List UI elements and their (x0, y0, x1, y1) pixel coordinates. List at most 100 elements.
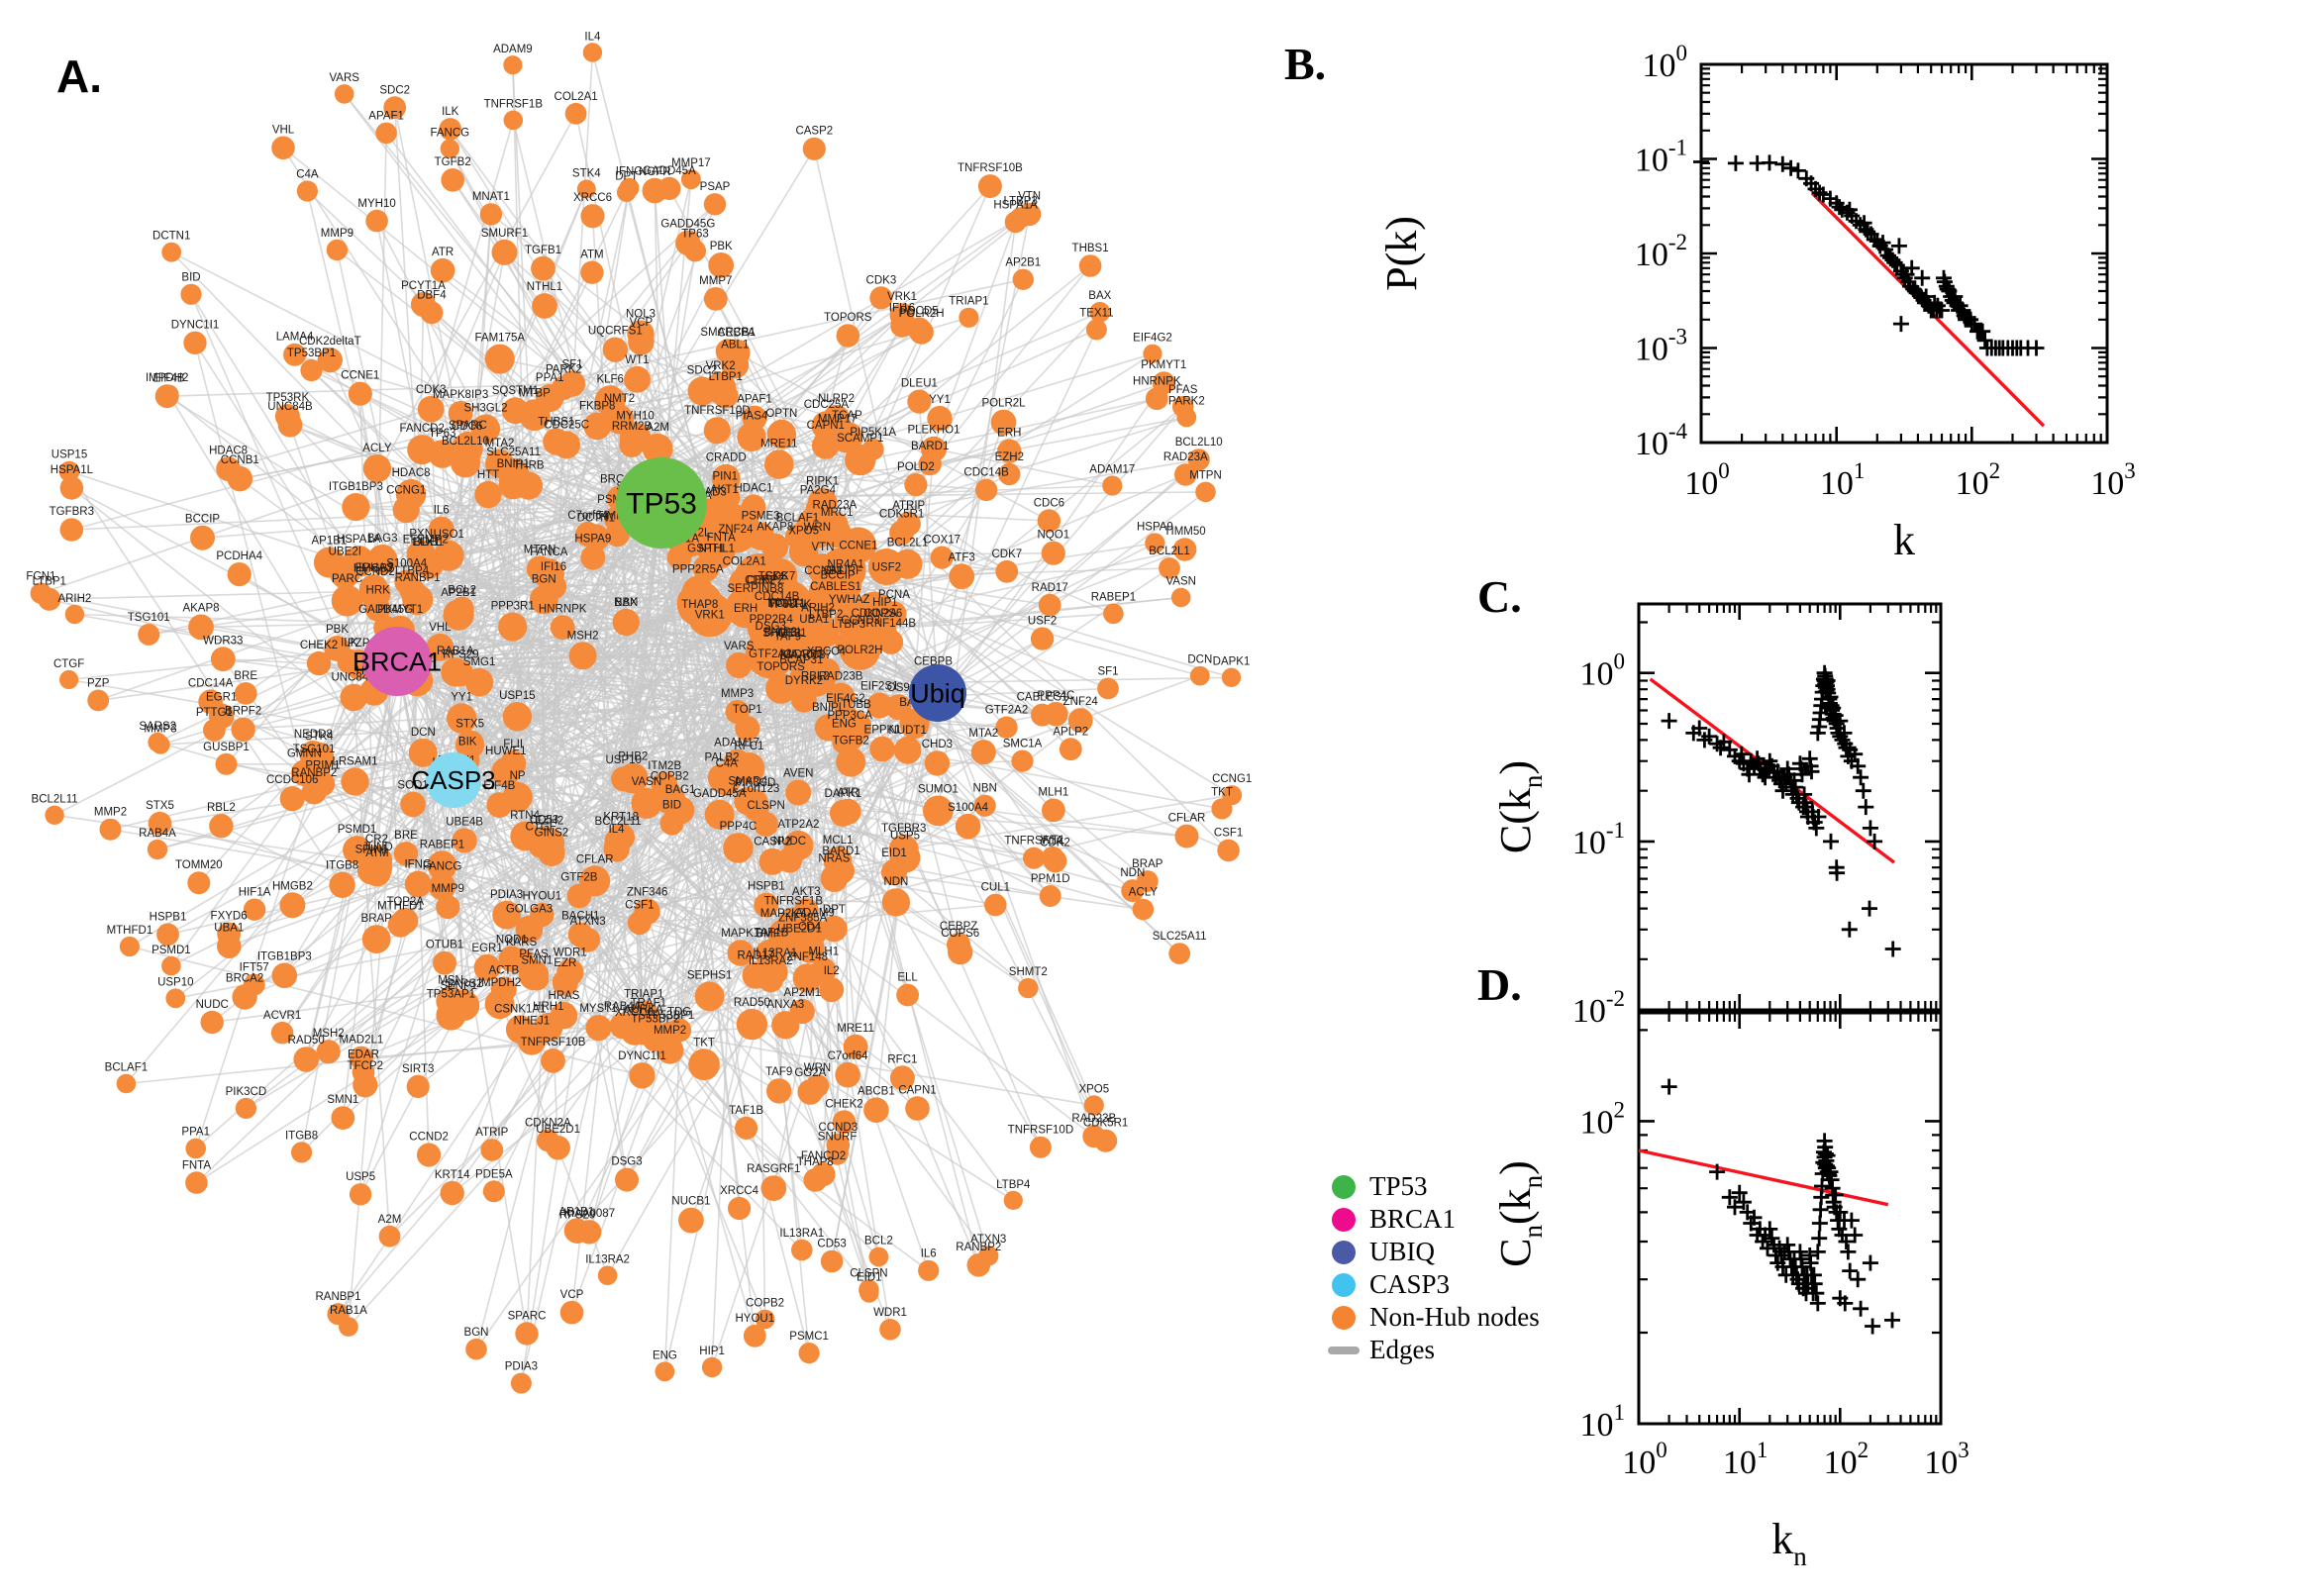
network-node-label: AKAP8 (182, 603, 219, 615)
network-node (116, 1073, 137, 1094)
network-node (704, 799, 735, 830)
network-node-label: DSG3 (756, 621, 786, 633)
network-node (210, 647, 236, 672)
network-node-label: TGFB2 (435, 156, 471, 168)
network-node-label: FANCD2 (801, 1150, 846, 1162)
plot-frame (1637, 602, 1943, 1012)
plot-frame (1699, 62, 2109, 445)
network-node-label: CABLES1 (1017, 692, 1068, 704)
network-node-label: TSG101 (293, 744, 336, 755)
network-node (703, 287, 728, 311)
network-node-label: COPB2 (651, 771, 689, 783)
network-node (417, 1143, 442, 1167)
network-node-label: BRCA2 (226, 972, 263, 984)
network-node-label: NR4A1 (828, 559, 864, 571)
network-node-label: STX5 (455, 718, 484, 730)
network-node-label: SPARC (508, 1310, 547, 1322)
network-node-label: TRIAP1 (949, 296, 988, 308)
network-node-label: PIK3CD (226, 1086, 267, 1098)
network-node-label: CDC14B (963, 467, 1009, 479)
network-node-label: TUBB (841, 699, 871, 711)
network-node (470, 414, 501, 444)
network-node-label: PHB2 (618, 751, 648, 763)
network-node-label: PARC (332, 573, 362, 585)
network-node (881, 601, 907, 627)
network-node (791, 1239, 813, 1261)
network-node-label: EIF4B (483, 780, 515, 792)
network-node (439, 118, 462, 141)
network-node (830, 570, 861, 603)
network-node-label: LTBP3 (1004, 195, 1038, 207)
network-node (1018, 977, 1039, 999)
network-node-label: TSG101 (128, 612, 170, 624)
network-node-label: PFAS (1168, 384, 1198, 396)
network-hub-label: CASP3 (411, 765, 495, 795)
network-node-label: RTN4 (510, 810, 540, 822)
network-node (161, 955, 181, 976)
y-tick-label: 10-3 (1635, 325, 1687, 368)
network-node-label: TOP1 (733, 704, 762, 716)
network-node (703, 417, 731, 445)
network-node (361, 925, 391, 953)
network-node-label: PPP2R5A (672, 564, 724, 576)
network-node (234, 682, 257, 705)
network-node (832, 1110, 857, 1135)
network-node-label: MAPK1 (721, 928, 759, 940)
network-node (428, 440, 457, 468)
network-node-label: FANCA (530, 547, 568, 558)
network-node (87, 689, 110, 712)
network-node-label: ACLY (1129, 887, 1159, 899)
network-node-label: EZH2 (995, 451, 1024, 463)
network-node-label: S100A4 (948, 802, 989, 814)
network-node-label: PXN (409, 528, 433, 540)
network-node-label: BARD1 (911, 441, 949, 452)
network-node (734, 787, 762, 816)
network-node-label: RABEP1 (420, 839, 464, 850)
network-node (215, 752, 238, 775)
network-node-label: ZNF24 (1063, 696, 1099, 708)
network-node-label: AP2M1 (783, 987, 821, 999)
network-node (666, 545, 692, 570)
network-node-label: ERH (734, 603, 758, 615)
network-node (893, 736, 922, 764)
network-node-label: IL6 (921, 1248, 937, 1260)
network-node (794, 898, 819, 923)
network-node (441, 168, 465, 192)
network-node-label: TGFB2 (833, 736, 869, 748)
network-hub-label: TP53 (626, 488, 697, 521)
network-node-label: PPA1 (181, 1127, 210, 1139)
network-node (735, 1116, 758, 1140)
network-node (1174, 824, 1199, 848)
network-node-label: BCL2L1 (887, 538, 929, 549)
network-node-label: ELK1 (412, 537, 440, 549)
network-node-label: GTF2B (560, 872, 597, 884)
network-node-label: CLSPN (850, 1267, 887, 1279)
network-node-label: KRT14 (435, 1169, 470, 1181)
network-node (707, 763, 737, 792)
network-node-label: HIP1 (872, 597, 898, 609)
network-node-label: TCAP (832, 410, 862, 422)
network-node (1042, 798, 1065, 823)
network-node-label: TDG (667, 1006, 691, 1018)
network-hub-tp53 (616, 457, 707, 549)
y-tick-label: 10-1 (1572, 818, 1625, 861)
network-node (840, 711, 872, 743)
network-node (820, 1249, 844, 1273)
network-node-label: MSH2 (567, 630, 599, 642)
network-node-label: KIAA0087 (563, 1208, 615, 1220)
network-node (147, 839, 168, 860)
network-node-label: EIF4B (153, 373, 185, 385)
network-node (792, 963, 822, 993)
network-node (235, 1097, 256, 1119)
network-node (452, 828, 477, 853)
network-node-label: NTHL1 (699, 544, 735, 555)
network-node-label: SNURF (824, 565, 863, 577)
network-node-label: HDAC8 (209, 445, 248, 456)
network-node (1041, 541, 1065, 565)
network-node (138, 623, 160, 646)
network-node (1102, 475, 1123, 496)
network-node-label: NUDC (196, 999, 229, 1011)
network-node-label: ATP2A2 (777, 819, 819, 831)
network-node-label: ADAM17 (714, 738, 759, 749)
network-node-label: BCCIP (821, 570, 856, 582)
